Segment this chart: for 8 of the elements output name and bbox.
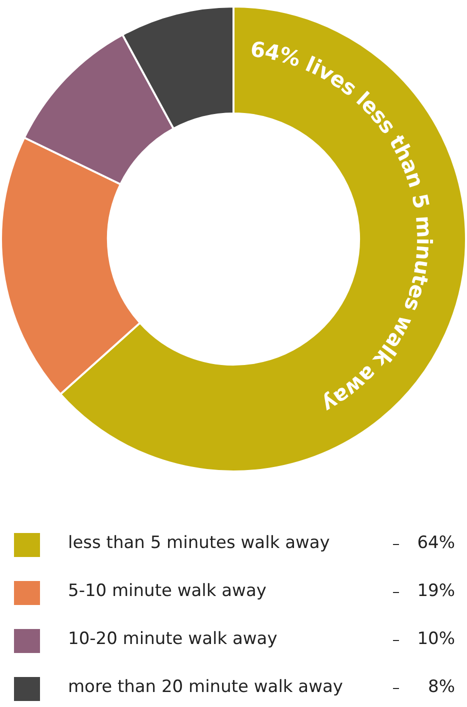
data-label: 8% bbox=[428, 677, 455, 697]
data-label: 10% bbox=[417, 629, 455, 649]
legend-label: less than 5 minutes walk away bbox=[68, 533, 330, 553]
legend-label: more than 20 minute walk away bbox=[68, 677, 343, 697]
data-label: 64% bbox=[417, 533, 455, 553]
legend-label: 5-10 minute walk away bbox=[68, 581, 266, 601]
data-label: 19% bbox=[417, 581, 455, 601]
legend-label: 10-20 minute walk away bbox=[68, 629, 278, 649]
